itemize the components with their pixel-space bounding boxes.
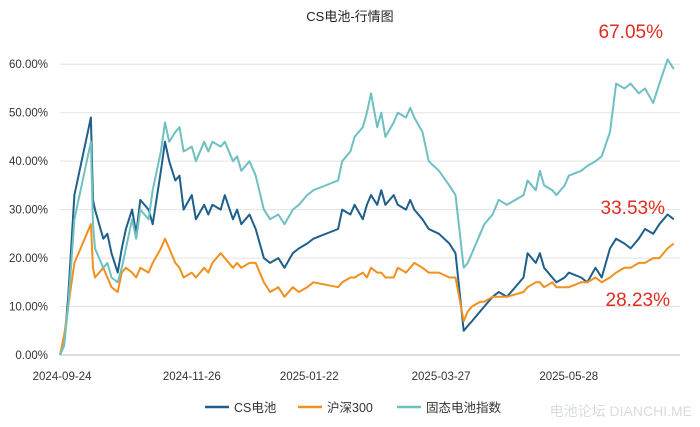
grid-lines bbox=[60, 63, 680, 356]
y-tick-label: 0.00% bbox=[15, 350, 48, 362]
x-tick-label: 2024-11-26 bbox=[163, 371, 221, 383]
annotation-cs-battery: 33.53% bbox=[601, 198, 666, 219]
legend-label: 固态电池指数 bbox=[426, 400, 502, 415]
y-axis: 0.00% 10.00% 20.00% 30.00% 40.00% 50.00% 60.00… bbox=[9, 59, 48, 362]
watermark: 电池论坛 DIANCHI.ME bbox=[550, 403, 692, 419]
annotation-csi300: 28.23% bbox=[606, 290, 671, 311]
annotations: 67.05% 33.53% 28.23% bbox=[599, 22, 671, 311]
series-line-2 bbox=[59, 58, 675, 356]
y-tick-label: 60.00% bbox=[9, 59, 48, 71]
y-tick-label: 40.00% bbox=[9, 156, 48, 168]
y-tick-label: 30.00% bbox=[9, 205, 48, 217]
legend: CS电池 沪深300 固态电池指数 bbox=[205, 400, 502, 415]
legend-label: 沪深300 bbox=[327, 401, 373, 415]
series-line-1 bbox=[59, 223, 675, 356]
y-tick-label: 10.00% bbox=[9, 302, 48, 314]
series-line-0 bbox=[59, 116, 675, 356]
x-tick-label: 2024-09-24 bbox=[33, 371, 92, 383]
x-tick-label: 2025-05-28 bbox=[539, 371, 598, 383]
x-axis: 2024-09-24 2024-11-26 2025-01-22 2025-03-27… bbox=[33, 371, 599, 383]
x-tick-label: 2025-01-22 bbox=[280, 371, 339, 383]
x-tick-label: 2025-03-27 bbox=[412, 371, 471, 383]
annotation-solid-state-battery: 67.05% bbox=[599, 22, 664, 43]
chart-title: CS电池-行情图 bbox=[306, 9, 393, 24]
series-lines bbox=[59, 58, 675, 356]
y-tick-label: 50.00% bbox=[9, 108, 48, 120]
y-tick-label: 20.00% bbox=[9, 253, 48, 265]
legend-label: CS电池 bbox=[234, 401, 277, 415]
